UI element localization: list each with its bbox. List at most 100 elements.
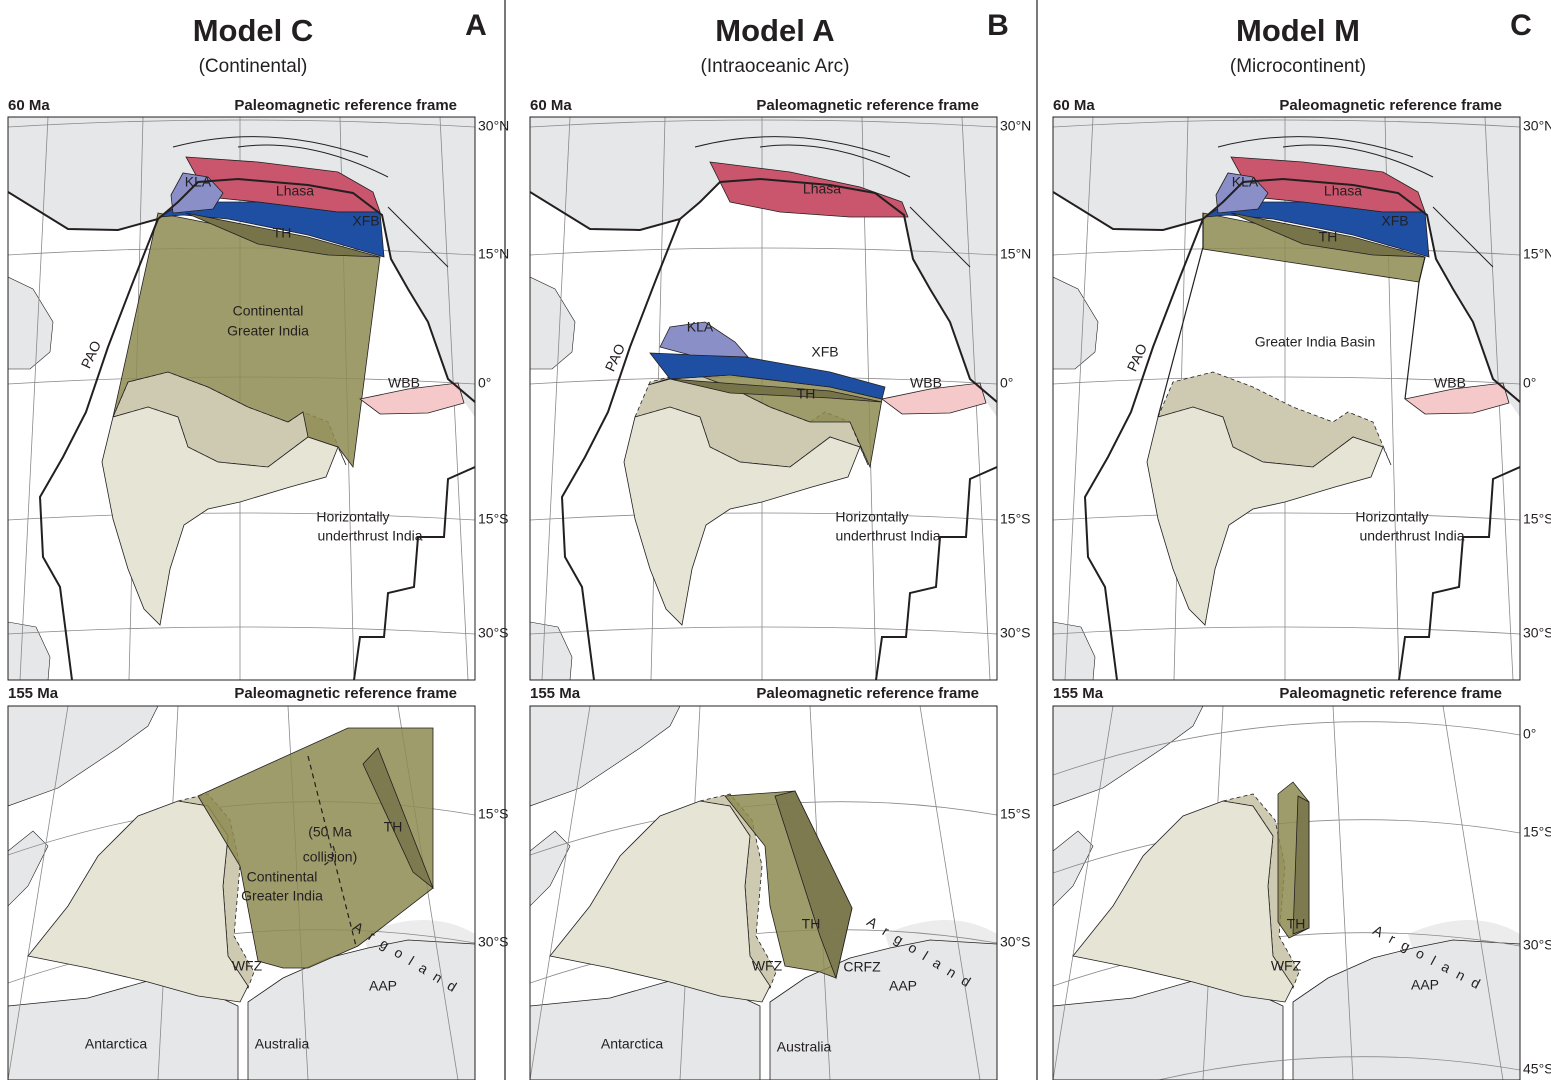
map-label: XFB [352,213,379,229]
age-label: 60 Ma [1053,97,1095,114]
latitude-label: 30°S [1523,937,1551,953]
reference-frame: Paleomagnetic reference frame [234,685,457,702]
map-label: WBB [910,375,942,391]
model-title: Model A [715,13,834,48]
map-155ma [1053,706,1520,1080]
latitude-label: 15°S [1523,511,1551,527]
panel-letter: C [1510,9,1532,42]
map-label: underthrust India [835,528,940,544]
latitude-label: 15°S [478,806,509,822]
map-label: KLA [185,174,212,190]
map-label: Australia [777,1039,832,1055]
latitude-label: 0° [478,375,491,391]
panel-letter: B [987,9,1009,42]
latitude-label: 0° [1000,375,1013,391]
map-label: AAP [369,978,397,994]
model-title: Model M [1236,13,1360,48]
map-label: collision) [303,849,357,865]
map-label: TH [797,386,816,402]
india [1073,801,1293,1002]
map-label: WBB [1434,375,1466,391]
age-label: 60 Ma [530,97,572,114]
age-label: 155 Ma [8,685,59,702]
map-60ma [530,117,997,680]
latitude-label: 15°S [478,511,509,527]
reference-frame: Paleomagnetic reference frame [234,97,457,114]
map-60ma [1053,117,1520,680]
model-subtitle: (Microcontinent) [1230,56,1366,77]
map-label: Horizontally [835,509,908,525]
model-title: Model C [193,13,314,48]
map-label: TH [273,225,292,241]
figure: Model C (Continental) A 60 Ma Paleomagnetic … [0,0,1551,1080]
map-label: AAP [1411,977,1439,993]
latitude-label: 30°N [478,118,509,134]
latitude-label: 30°S [478,625,509,641]
model-subtitle: (Continental) [199,56,308,77]
asia [8,706,158,806]
map-label: Lhasa [1324,183,1362,199]
map-label: Continental [233,303,304,319]
panel-letter: A [465,9,487,42]
map-label: CRFZ [843,959,881,975]
map-label: WFZ [1271,958,1302,974]
age-label: 155 Ma [530,685,581,702]
map-label: TH [802,916,821,932]
map-body [1053,117,1520,680]
map-label: Antarctica [601,1036,663,1052]
india [550,801,770,1002]
age-label: 155 Ma [1053,685,1104,702]
map-155ma [530,706,997,1080]
map-label: Lhasa [276,183,314,199]
latitude-label: 15°S [1000,806,1031,822]
latitude-label: 30°S [1523,625,1551,641]
age-label: 60 Ma [8,97,50,114]
map-label: Horizontally [316,509,389,525]
map-label: KLA [687,319,714,335]
map-label: Greater India [241,888,323,904]
map-label: Greater India Basin [1255,334,1376,350]
latitude-label: 30°S [1000,625,1031,641]
map-label: Continental [247,869,318,885]
asia [530,706,680,806]
map-60ma [8,117,475,680]
map-label: Antarctica [85,1036,147,1052]
reference-frame: Paleomagnetic reference frame [1279,685,1502,702]
map-body [8,117,475,680]
map-body [530,117,997,680]
reference-frame: Paleomagnetic reference frame [756,685,979,702]
latitude-label: 0° [1523,375,1536,391]
map-label: Lhasa [803,181,841,197]
latitude-label: 30°N [1000,118,1031,134]
map-label: TH [1319,229,1338,245]
map-body [530,706,997,1080]
australia [1293,940,1520,1080]
india [28,801,248,1002]
map-body [1053,706,1520,1080]
map-label: underthrust India [1359,528,1464,544]
map-label: Horizontally [1355,509,1428,525]
map-label: WFZ [752,958,783,974]
map-label: KLA [1232,174,1259,190]
map-label: XFB [811,344,838,360]
map-label: TH [384,819,403,835]
map-label: Australia [255,1036,310,1052]
map-label: WFZ [232,958,263,974]
map-label: XFB [1381,213,1408,229]
reference-frame: Paleomagnetic reference frame [1279,97,1502,114]
latitude-label: 0° [1523,726,1536,742]
reference-frame: Paleomagnetic reference frame [756,97,979,114]
latitude-label: 30°N [1523,118,1551,134]
latitude-label: 30°S [1000,934,1031,950]
latitude-label: 15°N [1523,246,1551,262]
map-label: Greater India [227,323,309,339]
latitude-label: 30°S [478,934,509,950]
map-label: underthrust India [317,528,422,544]
latitude-label: 45°S [1523,1061,1551,1077]
latitude-label: 15°S [1000,511,1031,527]
map-label: AAP [889,978,917,994]
latitude-label: 15°N [1000,246,1031,262]
latitude-label: 15°S [1523,824,1551,840]
map-label: (50 Ma [308,824,352,840]
map-label: WBB [388,375,420,391]
